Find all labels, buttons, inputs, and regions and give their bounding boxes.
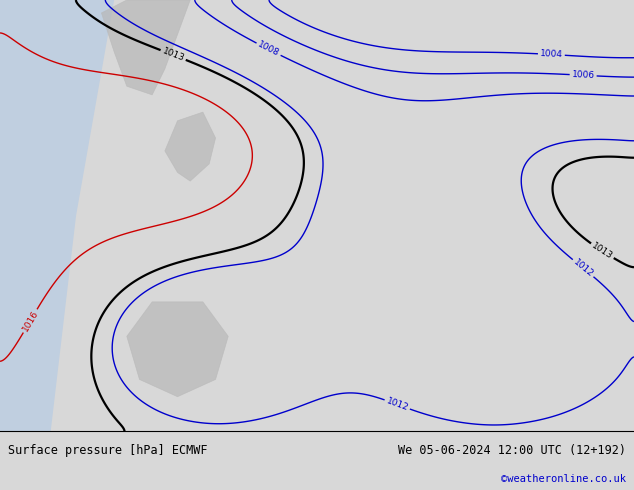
Polygon shape [127,302,228,397]
Text: 1013: 1013 [161,47,186,63]
Polygon shape [165,112,216,181]
Text: 1012: 1012 [385,396,410,413]
Polygon shape [0,0,114,431]
Text: 1012: 1012 [571,257,595,279]
Polygon shape [101,0,190,95]
Text: ©weatheronline.co.uk: ©weatheronline.co.uk [501,474,626,485]
Text: 1013: 1013 [590,241,614,261]
Text: Surface pressure [hPa] ECMWF: Surface pressure [hPa] ECMWF [8,443,207,457]
Text: 1004: 1004 [540,49,563,60]
Text: 1016: 1016 [20,309,40,333]
Text: 1006: 1006 [571,70,595,80]
Text: We 05-06-2024 12:00 UTC (12+192): We 05-06-2024 12:00 UTC (12+192) [398,443,626,457]
Text: 1008: 1008 [256,40,281,58]
